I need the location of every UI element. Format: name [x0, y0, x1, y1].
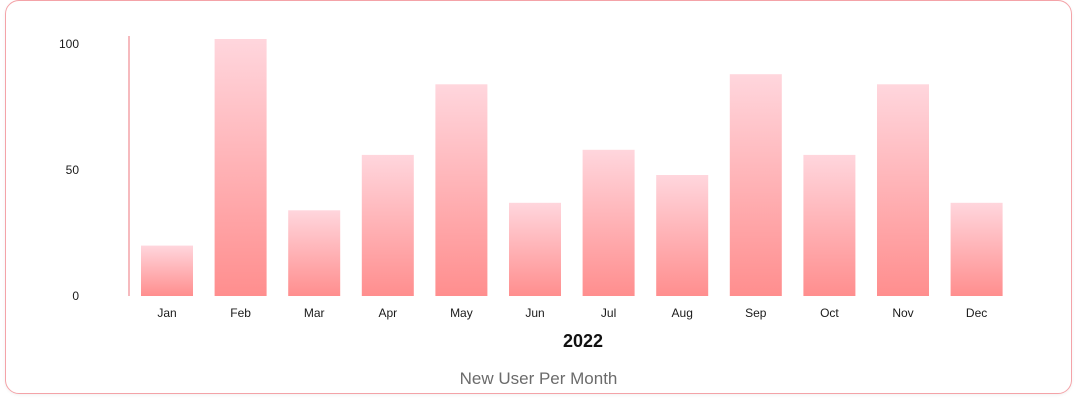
x-tick-label-dec: Dec	[966, 306, 987, 320]
y-tick-label-50: 50	[66, 163, 80, 177]
bar-apr	[361, 154, 414, 296]
x-tick-labels: Jan Feb Mar Apr May Jun Jul Aug Sep Oct Nov Dec	[157, 306, 987, 320]
x-tick-label-nov: Nov	[892, 306, 913, 320]
bar-jul	[582, 149, 635, 296]
bar-may	[435, 84, 488, 296]
x-tick-label-sep: Sep	[745, 306, 767, 320]
chart-caption: New User Per Month	[459, 369, 618, 388]
bar-dec	[950, 202, 1003, 296]
x-tick-label-jun: Jun	[525, 306, 544, 320]
bar-sep	[729, 74, 782, 296]
x-tick-label-mar: Mar	[304, 306, 325, 320]
bar-jan	[141, 245, 193, 296]
x-tick-label-aug: Aug	[672, 306, 693, 320]
bar-feb	[214, 39, 267, 296]
x-tick-label-feb: Feb	[230, 306, 251, 320]
x-tick-label-jul: Jul	[601, 306, 616, 320]
y-tick-labels: 0 50 100	[59, 37, 79, 303]
bars-layer	[141, 39, 1003, 296]
x-tick-label-apr: Apr	[378, 306, 397, 320]
bar-oct	[803, 154, 856, 296]
y-tick-label-100: 100	[59, 37, 79, 51]
bar-jun	[509, 202, 561, 296]
bar-nov	[877, 84, 929, 296]
y-tick-label-0: 0	[72, 289, 79, 303]
x-tick-label-jan: Jan	[157, 306, 176, 320]
x-axis-title: 2022	[563, 331, 603, 351]
x-tick-label-may: May	[450, 306, 473, 320]
bar-mar	[288, 210, 341, 296]
x-tick-label-oct: Oct	[820, 306, 839, 320]
bar-aug	[656, 175, 709, 296]
